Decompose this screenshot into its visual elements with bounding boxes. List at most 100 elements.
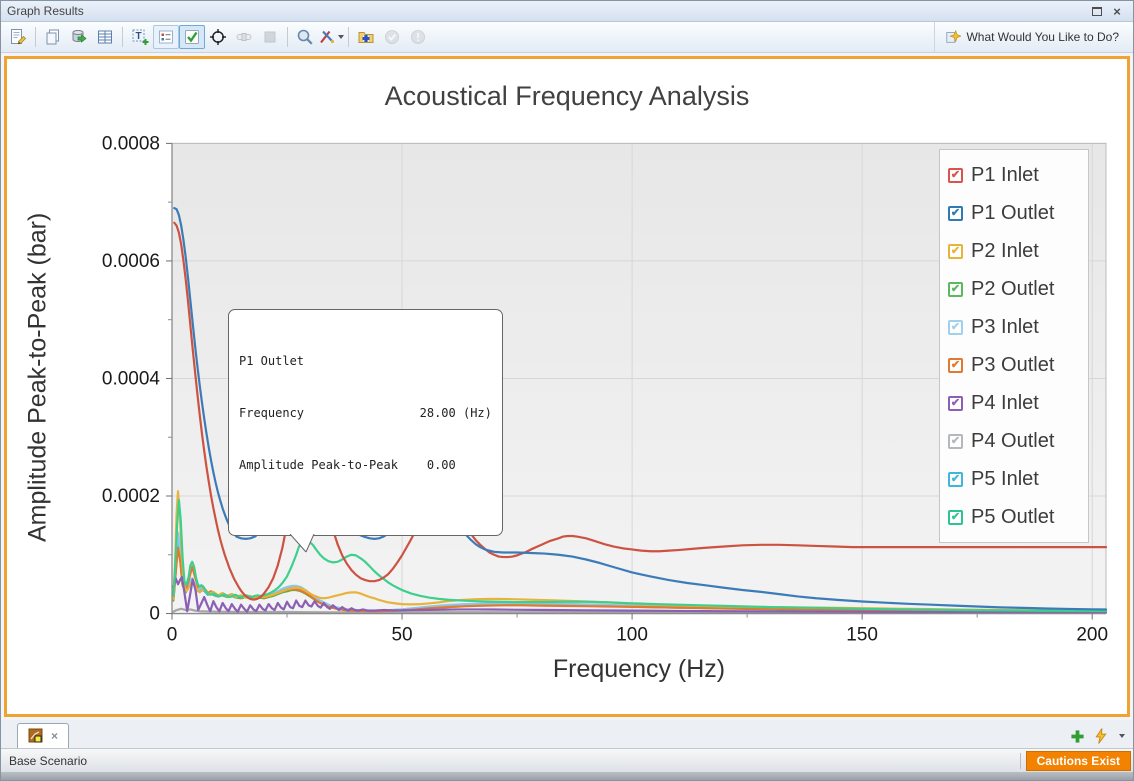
chart-panel: 05010015020000.00020.00040.00060.0008 Ac… — [4, 56, 1130, 717]
copy-button[interactable] — [40, 25, 66, 49]
close-button[interactable]: × — [1107, 3, 1127, 19]
toolbar: T — [1, 22, 1133, 53]
tab-close-icon[interactable]: × — [51, 730, 58, 742]
show-table-button[interactable] — [92, 25, 118, 49]
checkbox-checked-icon — [183, 28, 201, 46]
crosshair-icon — [209, 28, 227, 46]
zoom-button[interactable] — [292, 25, 318, 49]
legend-checkbox-icon[interactable]: ✔ — [948, 282, 963, 297]
chart-title: Acoustical Frequency Analysis — [7, 81, 1127, 112]
tooltip: P1 Outlet Frequency 28.00 (Hz) Amplitude… — [228, 309, 503, 536]
legend-checkbox-icon[interactable]: ✔ — [948, 168, 963, 183]
legend-checkbox-icon[interactable]: ✔ — [948, 320, 963, 335]
toolbar-separator — [287, 27, 288, 47]
legend-checkbox-icon[interactable]: ✔ — [948, 206, 963, 221]
legend-checkbox-icon[interactable]: ✔ — [948, 510, 963, 525]
graph-tab-icon — [28, 728, 44, 744]
export-data-button[interactable] — [66, 25, 92, 49]
legend-checkbox-icon[interactable]: ✔ — [948, 396, 963, 411]
format-lines-icon — [318, 28, 336, 46]
y-tick-label: 0 — [149, 604, 160, 625]
legend-checkbox-icon[interactable]: ✔ — [948, 434, 963, 449]
legend-label: P1 Inlet — [971, 164, 1039, 187]
format-lines-button[interactable] — [318, 25, 344, 49]
status-separator — [1020, 753, 1021, 769]
tab-strip: × — [1, 720, 1133, 748]
check-circle-button[interactable] — [379, 25, 405, 49]
x-tick-label: 100 — [616, 625, 648, 646]
svg-text:T: T — [135, 31, 141, 42]
toolbar-separator — [122, 27, 123, 47]
x-tick-label: 50 — [391, 625, 412, 646]
edit-report-button[interactable] — [5, 25, 31, 49]
what-would-you-like-to-do-button[interactable]: What Would You Like to Do? — [934, 22, 1129, 52]
legend-label: P1 Outlet — [971, 202, 1054, 225]
tooltip-frequency-line: Frequency 28.00 (Hz) — [239, 405, 492, 422]
dropdown-caret-icon — [338, 35, 344, 39]
copy-icon — [44, 28, 62, 46]
maximize-button[interactable] — [1087, 3, 1107, 19]
legend-item-p2-inlet[interactable]: ✔ P2 Inlet — [948, 234, 1080, 268]
add-graph-icon[interactable] — [1070, 729, 1085, 744]
toolbar-separator — [35, 27, 36, 47]
graph-tab[interactable]: × — [17, 723, 69, 748]
legend-item-p1-outlet[interactable]: ✔ P1 Outlet — [948, 196, 1080, 230]
stop-square-icon — [261, 28, 279, 46]
legend-checkbox-icon[interactable]: ✔ — [948, 472, 963, 487]
add-text-icon: T — [131, 28, 149, 46]
legend-item-p3-inlet[interactable]: ✔P3 Inlet — [948, 310, 1080, 344]
add-text-button[interactable]: T — [127, 25, 153, 49]
tooltip-series-name: P1 Outlet — [239, 353, 492, 370]
legend-list-icon — [157, 28, 175, 46]
sparkle-help-icon — [945, 29, 961, 45]
x-tick-label: 200 — [1076, 625, 1108, 646]
slider-button[interactable] — [231, 25, 257, 49]
add-folder-icon — [357, 28, 375, 46]
legend-label: P3 Outlet — [971, 354, 1054, 377]
help-button-label: What Would You Like to Do? — [966, 30, 1119, 44]
close-icon: × — [1113, 5, 1121, 18]
titlebar: Graph Results × — [1, 1, 1133, 22]
magnifier-icon — [296, 28, 314, 46]
quick-graph-lightning-icon[interactable] — [1094, 728, 1108, 744]
x-tick-label: 150 — [846, 625, 878, 646]
legend-options-button[interactable] — [153, 25, 179, 49]
add-graph-folder-button[interactable] — [353, 25, 379, 49]
tooltip-tail — [287, 534, 319, 554]
legend-item-p4-inlet[interactable]: ✔P4 Inlet — [948, 386, 1080, 420]
status-bar: Base Scenario Cautions Exist — [1, 748, 1133, 772]
x-axis-title: Frequency (Hz) — [172, 655, 1106, 684]
legend-item-p3-outlet[interactable]: ✔ P3 Outlet — [948, 348, 1080, 382]
window-title: Graph Results — [7, 4, 1087, 18]
legend-item-p1-inlet[interactable]: ✔ P1 Inlet — [948, 158, 1080, 192]
legend-item-p2-outlet[interactable]: ✔ P2 Outlet — [948, 272, 1080, 306]
stop-square-button[interactable] — [257, 25, 283, 49]
check-circle-icon — [383, 28, 401, 46]
show-checkmarks-button[interactable] — [179, 25, 205, 49]
legend-label: P2 Inlet — [971, 240, 1039, 263]
table-icon — [96, 28, 114, 46]
tooltip-amplitude-line: Amplitude Peak-to-Peak 0.00 — [239, 457, 492, 474]
tab-list-caret-icon[interactable] — [1119, 734, 1125, 738]
legend-label: P4 Outlet — [971, 430, 1054, 453]
x-tick-label: 0 — [167, 625, 178, 646]
legend-item-p5-outlet[interactable]: ✔P5 Outlet — [948, 500, 1080, 534]
legend-item-p4-outlet[interactable]: ✔ P4 Outlet — [948, 424, 1080, 458]
y-tick-label: 0.0008 — [102, 133, 160, 154]
scenario-label: Base Scenario — [1, 754, 1020, 768]
y-tick-label: 0.0002 — [102, 486, 160, 507]
cautions-exist-badge[interactable]: Cautions Exist — [1026, 751, 1131, 771]
legend-label: P2 Outlet — [971, 278, 1054, 301]
legend-checkbox-icon[interactable]: ✔ — [948, 358, 963, 373]
crosshair-button[interactable] — [205, 25, 231, 49]
maximize-icon — [1092, 7, 1102, 16]
y-tick-label: 0.0006 — [102, 251, 160, 272]
tab-strip-controls — [1070, 728, 1125, 748]
window-bottom-edge — [1, 772, 1133, 780]
warning-circle-button[interactable] — [405, 25, 431, 49]
legend-item-p5-inlet[interactable]: ✔P5 Inlet — [948, 462, 1080, 496]
toolbar-separator — [348, 27, 349, 47]
legend-checkbox-icon[interactable]: ✔ — [948, 244, 963, 259]
chart-wrapper: 05010015020000.00020.00040.00060.0008 Ac… — [1, 53, 1133, 720]
export-data-icon — [70, 28, 88, 46]
